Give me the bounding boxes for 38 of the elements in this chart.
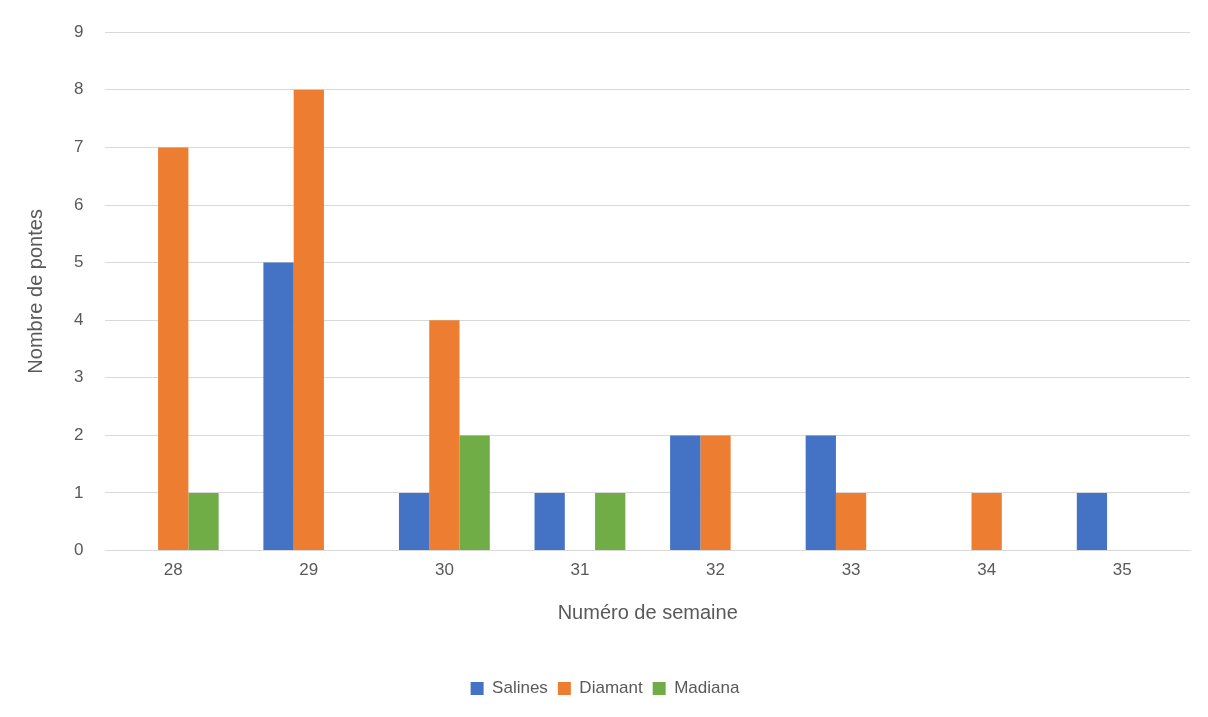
bar [670,435,701,551]
x-tick-label: 32 [706,560,725,580]
bar [1076,493,1108,551]
y-tick-label: 4 [73,309,84,329]
y-tick-label: 8 [73,79,84,99]
x-tick-label: 29 [299,560,319,580]
legend-label: Madiana [674,678,740,698]
x-axis-title: Numéro de semaine [557,600,738,623]
bar [971,493,1002,551]
x-tick-label: 30 [434,560,454,580]
y-tick-label: 2 [73,425,84,445]
bar [293,89,324,551]
y-tick-label: 6 [73,194,84,214]
y-axis-title: Nombre de pontes [23,209,46,374]
x-tick-label: 34 [977,560,997,580]
bar [459,435,490,551]
bar [835,493,867,551]
y-tick-label: 7 [73,137,84,157]
bar [188,493,219,551]
bar [429,320,460,551]
legend-label: Diamant [579,678,643,698]
bar [595,493,626,551]
x-tick-label: 33 [841,560,861,580]
y-tick-label: 0 [73,540,84,560]
x-tick-label: 35 [1112,560,1132,580]
bar [263,262,294,551]
y-tick-label: 5 [73,252,84,272]
bar [158,147,189,551]
x-tick-label: 31 [570,560,590,580]
y-tick-label: 3 [73,367,84,387]
bar [398,493,430,551]
y-tick-label: 1 [73,482,84,502]
legend-label: Salines [492,678,548,698]
x-tick-label: 28 [163,560,183,580]
y-tick-label: 9 [73,21,84,41]
bar [805,435,836,551]
bar [534,493,565,551]
bar [700,435,731,551]
